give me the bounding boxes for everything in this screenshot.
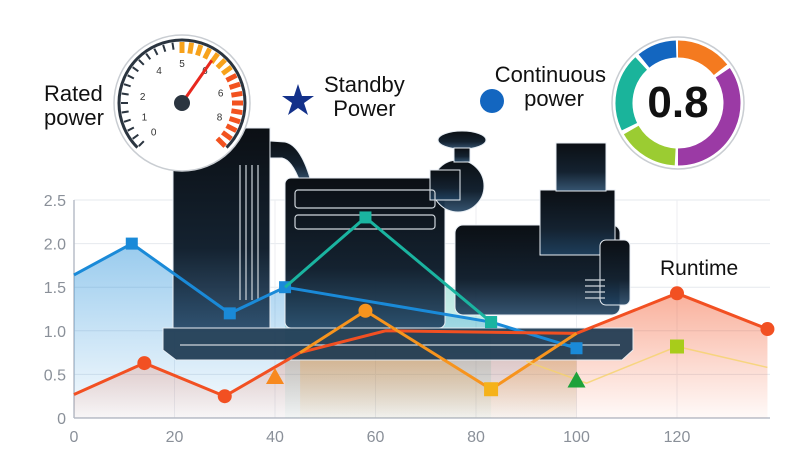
rated-power-line2: power: [44, 105, 104, 130]
data-point-square: [359, 211, 372, 224]
generator-details: [180, 165, 620, 346]
gauge-needle: [180, 59, 214, 104]
gauge-hub: [174, 95, 190, 111]
gauge-ring: [117, 38, 247, 149]
gauge-tick: [121, 92, 129, 96]
circle-dot-icon: [480, 89, 504, 113]
runtime-label: Runtime: [660, 257, 739, 280]
rated-power-label: Rated power: [44, 82, 104, 130]
continuous-power-line1: Continuous: [494, 62, 606, 87]
gauge-tick: [195, 44, 204, 57]
data-point-triangle: [567, 371, 586, 388]
data-point-square: [223, 307, 236, 320]
data-point-circle: [670, 286, 684, 301]
continuous-power-label: Continuous power: [490, 63, 606, 111]
gauge-tick-label: 4: [156, 66, 162, 77]
gauge-tick-label: 2: [140, 92, 146, 103]
x-tick-label: 80: [467, 429, 485, 446]
gauge-tick: [225, 73, 238, 83]
standby-power-label: Standby Power: [324, 73, 405, 121]
standby-power-line2: Power: [333, 96, 396, 121]
power-factor-donut: [611, 36, 745, 170]
gauge-tick-label: 0: [151, 127, 157, 138]
gauge-tick: [132, 66, 139, 73]
star-icon: [282, 84, 314, 115]
gauge-tick: [145, 53, 152, 60]
gauge-tick: [220, 130, 233, 141]
gauge-tick-label: 8: [217, 113, 223, 124]
donut-segment: [677, 68, 741, 166]
gauge-tick: [138, 59, 145, 66]
gauge-tick: [123, 118, 131, 123]
y-tick-label: 1.0: [44, 324, 66, 341]
gauge-tick: [220, 65, 233, 76]
x-tick-label: 100: [563, 429, 590, 446]
data-point-circle: [217, 389, 232, 404]
data-point-circle: [358, 303, 373, 318]
gauge-tick: [138, 140, 145, 147]
gauge-tick: [215, 58, 227, 70]
data-point-square: [484, 382, 499, 397]
gauge-tick: [127, 126, 135, 132]
gauge-tick: [132, 133, 139, 140]
gauge-tick: [230, 108, 243, 116]
data-point-triangle: [266, 368, 284, 385]
rated-power-line1: Rated: [44, 81, 103, 106]
x-tick-label: 120: [664, 429, 691, 446]
series-line: [73, 242, 577, 350]
y-tick-label: 2.5: [44, 193, 66, 210]
gauge-tick-label: 1: [142, 113, 148, 124]
continuous-power-line2: power: [524, 86, 584, 111]
y-tick-label: 2.0: [44, 237, 66, 254]
x-tick-label: 40: [266, 429, 284, 446]
gauge-tick: [123, 83, 131, 88]
donut-segment: [623, 125, 677, 166]
y-tick-label: 0: [57, 411, 66, 428]
series-line: [73, 291, 769, 398]
gauge-tick: [225, 123, 238, 133]
gauge-tick: [202, 47, 212, 60]
y-tick-label: 0.5: [44, 367, 66, 384]
x-tick-label: 20: [166, 429, 184, 446]
gauge-tick-label: 6: [218, 89, 224, 100]
rated-power-gauge: 01245668: [113, 34, 251, 172]
gauge-tick: [121, 110, 129, 114]
gauge-tick: [127, 74, 135, 80]
data-point-square: [125, 237, 138, 250]
gauge-tick: [153, 48, 159, 56]
gauge-tick-label: 5: [179, 59, 185, 70]
donut-segment: [615, 57, 648, 131]
gauge-tick: [230, 90, 243, 98]
series-line: [525, 345, 768, 384]
x-tick-label: 60: [367, 429, 385, 446]
gauge-tick: [187, 42, 195, 55]
data-point-circle: [760, 322, 775, 337]
series-line: [299, 309, 578, 391]
data-point-square: [670, 339, 684, 354]
gauge-tick: [162, 44, 167, 52]
power-factor-value: 0.8: [647, 78, 709, 127]
data-point-circle: [137, 356, 152, 371]
gauge-tick: [228, 81, 241, 90]
gauge-tick: [171, 42, 175, 50]
standby-power-line1: Standby: [324, 72, 405, 97]
donut-segment: [677, 40, 728, 76]
data-point-square: [570, 342, 583, 355]
x-tick-label: 0: [70, 429, 79, 446]
gauge-tick: [228, 116, 241, 125]
y-tick-label: 1.5: [44, 280, 66, 297]
gauge-tick: [215, 136, 227, 148]
data-point-square: [485, 316, 498, 329]
donut-segment: [638, 40, 677, 68]
